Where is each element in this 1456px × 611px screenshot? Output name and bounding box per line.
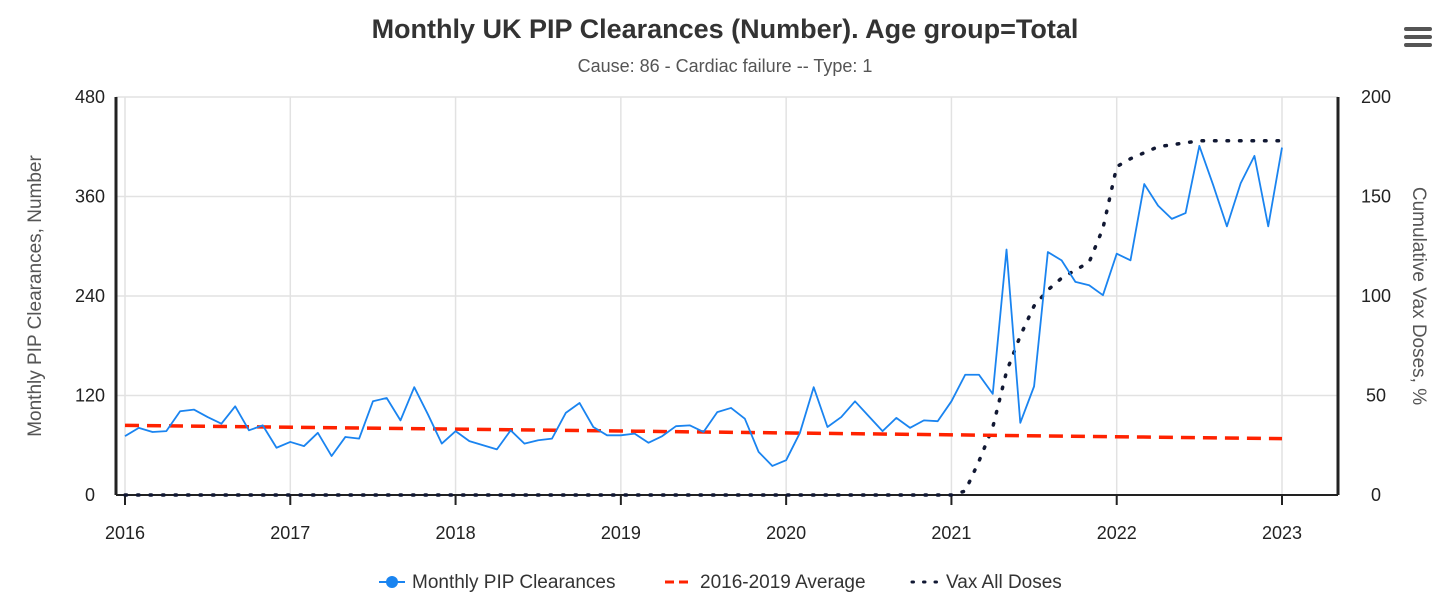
legend-item-monthly-pip-clearances[interactable]: Monthly PIP Clearances: [379, 572, 615, 593]
y-tick-label: 0: [85, 485, 95, 505]
legend: Monthly PIP Clearances 2016-2019 Average V…: [379, 572, 1062, 593]
y-axis-label: Monthly PIP Clearances, Number: [25, 155, 46, 437]
x-tick-label: 2023: [1262, 523, 1302, 543]
y-tick-label: 120: [75, 386, 105, 406]
series-line-vax-all-doses: [123, 139, 1284, 497]
y-tick-label: 240: [75, 286, 105, 306]
legend-item-vax-all-doses[interactable]: Vax All Doses: [910, 572, 1062, 593]
chart-title: Monthly UK PIP Clearances (Number). Age …: [372, 14, 1079, 44]
x-tick-label: 2021: [931, 523, 971, 543]
grid: [116, 96, 1338, 495]
legend-label: Monthly PIP Clearances: [412, 572, 615, 593]
legend-marker: [386, 576, 398, 588]
x-tick-label: 2022: [1097, 523, 1137, 543]
x-tick-label: 2019: [601, 523, 641, 543]
y-tick-label: 360: [75, 187, 105, 207]
y2-tick-label: 0: [1371, 485, 1381, 505]
hamburger-menu-icon[interactable]: [1404, 27, 1432, 47]
y-tick-label: 480: [75, 87, 105, 107]
x-tick-label: 2018: [436, 523, 476, 543]
x-tick-label: 2016: [105, 523, 145, 543]
legend-label: 2016-2019 Average: [700, 572, 866, 593]
chart-subtitle: Cause: 86 - Cardiac failure -- Type: 1: [578, 56, 873, 76]
x-tick-label: 2017: [270, 523, 310, 543]
y2-tick-label: 150: [1361, 187, 1391, 207]
y2-axis-label: Cumulative Vax Doses, %: [1408, 187, 1429, 405]
series: [123, 139, 1284, 497]
x-tick-label: 2020: [766, 523, 806, 543]
y2-tick-label: 200: [1361, 87, 1391, 107]
series-line-monthly-pip-clearances: [124, 145, 1283, 467]
y2-tick-label: 100: [1361, 286, 1391, 306]
legend-label: Vax All Doses: [946, 572, 1062, 593]
legend-item-2016-2019-average[interactable]: 2016-2019 Average: [665, 572, 866, 593]
ticks: 0 120 240 360 480 0 50 100 150 200 2016 2017 2018 201…: [75, 87, 1391, 543]
y2-tick-label: 50: [1366, 386, 1386, 406]
